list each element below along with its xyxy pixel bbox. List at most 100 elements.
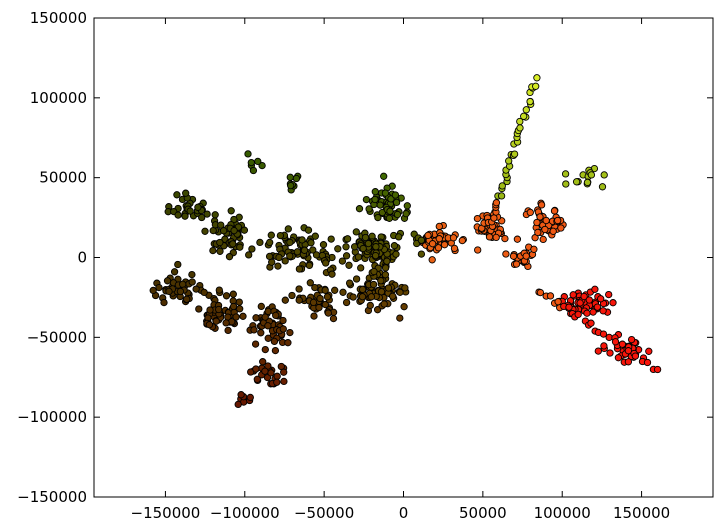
scatter-point — [183, 295, 191, 303]
scatter-point — [339, 288, 347, 296]
scatter-point — [574, 310, 582, 319]
scatter-point — [270, 337, 279, 346]
scatter-point — [557, 224, 565, 232]
scatter-point — [549, 227, 557, 235]
scatter-point — [400, 303, 408, 311]
scatter-point — [201, 227, 209, 235]
x-tick-label: −100000 — [210, 504, 280, 522]
scatter-point — [435, 222, 443, 231]
scatter-point — [546, 292, 555, 300]
scatter-point — [367, 293, 376, 301]
scatter-point — [498, 182, 506, 190]
scatter-point — [536, 213, 544, 221]
scatter-point — [179, 280, 187, 288]
scatter-point — [541, 225, 549, 234]
scatter-point — [371, 195, 379, 204]
scatter-point — [246, 393, 254, 402]
scatter-point — [267, 231, 275, 239]
scatter-point — [516, 124, 524, 132]
scatter-point — [377, 288, 386, 296]
scatter-point — [513, 235, 522, 243]
scatter-point — [631, 352, 640, 360]
scatter-point — [396, 288, 404, 296]
scatter-point — [522, 252, 530, 260]
scatter-point — [598, 183, 607, 191]
scatter-point — [280, 368, 288, 376]
scatter-point — [583, 178, 592, 187]
scatter-point — [458, 236, 466, 245]
scatter-point — [252, 365, 260, 373]
scatter-point — [643, 358, 652, 367]
scatter-point — [327, 235, 335, 243]
scatter-point — [279, 316, 287, 325]
x-tick-label: −150000 — [131, 504, 201, 522]
scatter-point — [583, 309, 591, 317]
scatter-point — [343, 235, 352, 243]
scatter-point — [286, 238, 294, 247]
scatter-point — [281, 296, 289, 304]
scatter-point — [403, 202, 411, 210]
scatter-point — [342, 243, 350, 251]
scatter-point — [211, 211, 219, 219]
scatter-point — [376, 201, 384, 209]
scatter-point — [312, 251, 321, 259]
scatter-point — [645, 347, 653, 355]
scatter-point — [198, 213, 206, 222]
scatter-point — [250, 326, 258, 334]
scatter-point — [219, 227, 228, 235]
x-tick-label: 0 — [399, 504, 409, 522]
scatter-point — [653, 365, 662, 374]
scatter-point — [160, 298, 168, 307]
scatter-point — [264, 322, 272, 330]
scatter-point — [215, 305, 223, 314]
scatter-point — [576, 299, 584, 307]
scatter-point — [565, 303, 573, 311]
scatter-point — [273, 372, 281, 380]
scatter-point — [534, 228, 542, 237]
scatter-point — [286, 252, 294, 260]
scatter-point — [395, 233, 403, 241]
scatter-point — [381, 189, 390, 197]
axis-ticks — [94, 17, 713, 498]
scatter-point — [229, 290, 237, 298]
scatter-point — [501, 234, 509, 243]
scatter-point — [304, 226, 313, 234]
scatter-point — [587, 319, 595, 327]
scatter-point — [261, 367, 269, 375]
scatter-point — [365, 205, 373, 213]
scatter-point — [490, 214, 498, 222]
scatter-point — [315, 303, 323, 312]
scatter-point — [380, 300, 388, 308]
scatter-point — [310, 312, 318, 320]
scatter-point — [251, 340, 260, 348]
scatter-point — [554, 216, 562, 225]
scatter-point — [286, 173, 294, 181]
scatter-point — [266, 238, 274, 247]
scatter-point — [286, 328, 294, 337]
scatter-point — [624, 358, 633, 366]
scatter-point — [516, 117, 524, 126]
scatter-point — [600, 171, 608, 179]
scatter-point — [509, 252, 518, 260]
scatter-point — [216, 247, 224, 255]
y-tick-label: 0 — [77, 249, 87, 267]
scatter-point — [324, 309, 332, 317]
y-tick-label: −100000 — [17, 408, 87, 426]
scatter-point — [364, 239, 373, 248]
scatter-point — [229, 240, 237, 248]
scatter-point — [307, 239, 315, 247]
scatter-point — [264, 334, 272, 342]
scatter-point — [188, 270, 196, 279]
scatter-point — [533, 218, 541, 227]
x-tick-label: −50000 — [294, 504, 354, 522]
scatter-point — [435, 235, 443, 243]
scatter-point — [293, 248, 302, 256]
scatter-point — [275, 253, 283, 262]
x-tick-label: 150000 — [613, 504, 670, 522]
scatter-point — [195, 305, 203, 313]
scatter-point — [357, 264, 365, 272]
scatter-point — [276, 231, 285, 240]
scatter-point — [186, 207, 194, 215]
scatter-point — [273, 378, 281, 386]
